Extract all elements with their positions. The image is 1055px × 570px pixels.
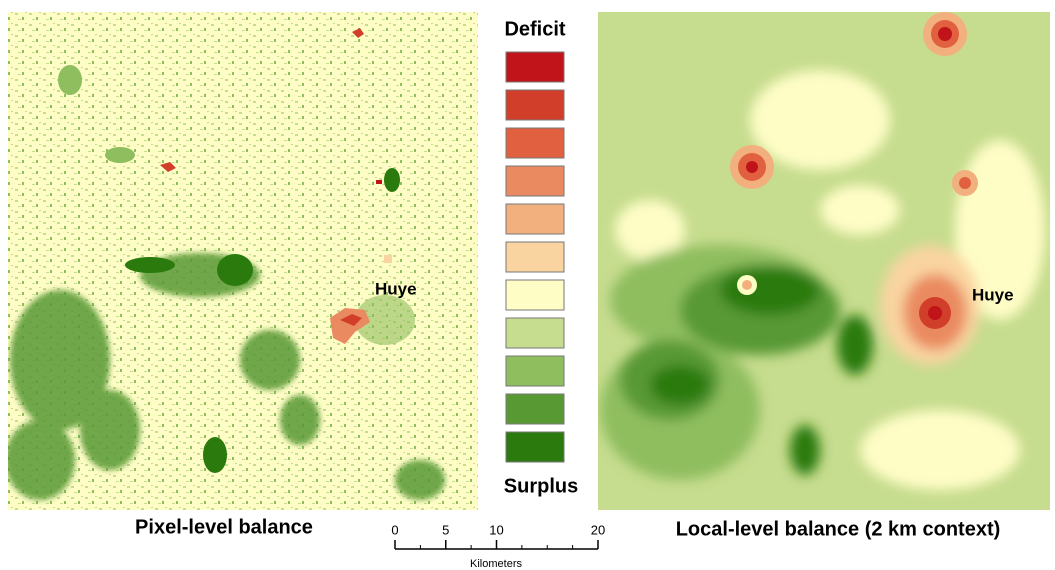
scale-tick-label: 10 [489,522,503,537]
place-label: Huye [972,285,1014,304]
map-figure: Huye Huye Deficit Surplus Pixel-level ba… [0,0,1055,570]
legend-swatch [506,90,564,120]
local-map [598,12,1050,510]
scale-bar: Kilometers 0 5 10 20 [391,522,605,569]
pixel-map [5,12,478,510]
panel-title: Local-level balance (2 km context) [676,518,1001,540]
scale-tick-label: 5 [442,522,449,537]
legend-swatch [506,204,564,234]
scale-unit: Kilometers [470,558,522,570]
scale-tick-label: 0 [391,522,398,537]
legend-swatch [506,166,564,196]
panel-title: Pixel-level balance [135,516,313,538]
legend-swatch [506,356,564,386]
place-label: Huye [375,279,417,298]
legend-swatch [506,128,564,158]
scale-tick-label: 20 [591,522,605,537]
legend-swatch [506,242,564,272]
legend-top-label: Deficit [504,18,565,40]
legend [506,52,564,462]
legend-swatch [506,394,564,424]
legend-swatch [506,432,564,462]
legend-bottom-label: Surplus [504,475,578,497]
legend-swatch [506,280,564,310]
legend-swatch [506,52,564,82]
legend-swatch [506,318,564,348]
